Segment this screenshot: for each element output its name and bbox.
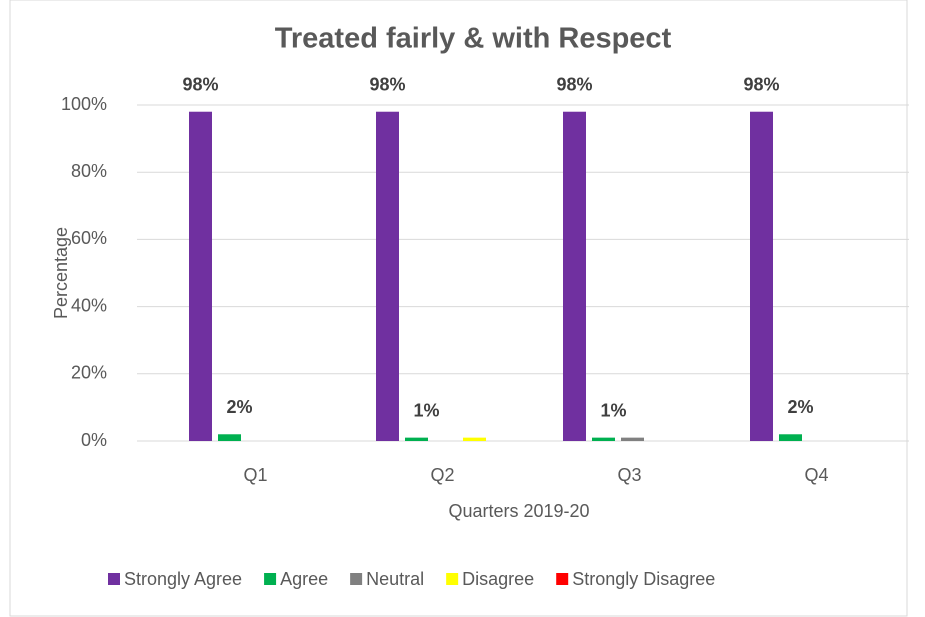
legend-label: Disagree [462, 569, 534, 589]
legend-label: Agree [280, 569, 328, 589]
x-tick-label: Q4 [804, 465, 828, 485]
bar [405, 437, 428, 441]
legend-label: Neutral [366, 569, 424, 589]
bar [750, 111, 773, 441]
y-tick-label: 20% [71, 363, 107, 383]
legend-label: Strongly Agree [124, 569, 242, 589]
data-label: 1% [600, 400, 626, 420]
y-tick-label: 80% [71, 161, 107, 181]
bar [376, 111, 399, 441]
bar [779, 434, 802, 441]
legend-swatch [108, 573, 120, 585]
bar [592, 437, 615, 441]
chart-title: Treated fairly & with Respect [275, 23, 672, 55]
legend-swatch [446, 573, 459, 585]
legend-label: Strongly Disagree [572, 569, 715, 589]
data-label: 1% [413, 400, 439, 420]
bar [621, 437, 644, 441]
x-axis-title: Quarters 2019-20 [448, 501, 589, 521]
bar [463, 437, 486, 441]
data-label: 98% [743, 74, 779, 94]
x-tick-label: Q1 [243, 465, 267, 485]
x-tick-label: Q2 [430, 465, 454, 485]
legend-swatch [350, 573, 363, 585]
bar [218, 434, 241, 441]
data-label: 98% [556, 74, 592, 94]
y-tick-label: 100% [61, 94, 107, 114]
y-axis-title: Percentage [51, 227, 71, 319]
data-label: 98% [369, 74, 405, 94]
bar [189, 111, 212, 441]
data-label: 98% [182, 74, 218, 94]
y-tick-label: 0% [81, 430, 107, 450]
x-tick-label: Q3 [617, 465, 641, 485]
bar [563, 111, 586, 441]
y-tick-label: 60% [71, 228, 107, 248]
data-label: 2% [226, 397, 252, 417]
legend-swatch [264, 573, 277, 585]
data-label: 2% [787, 397, 813, 417]
legend-swatch [556, 573, 569, 585]
y-tick-label: 40% [71, 295, 107, 315]
